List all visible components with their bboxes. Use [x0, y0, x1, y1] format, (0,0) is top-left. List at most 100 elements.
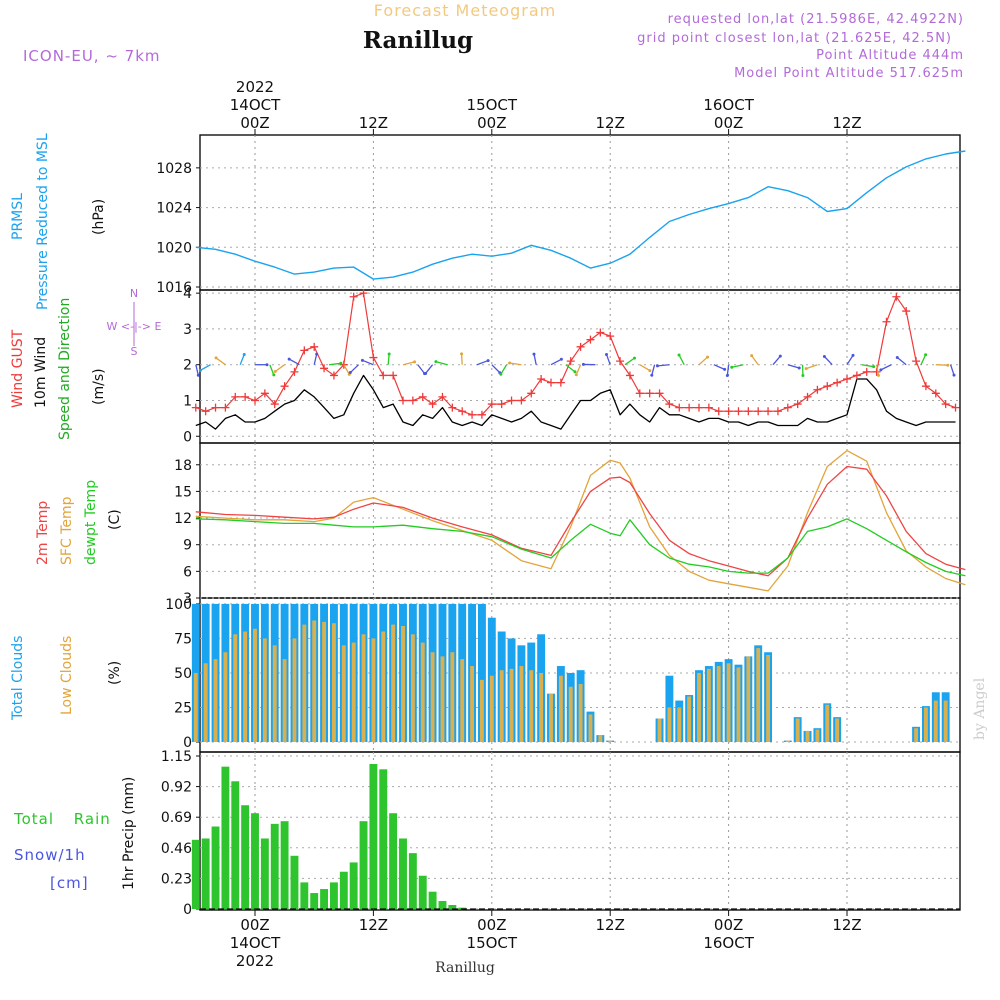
wind-direction-arrow [805, 364, 818, 370]
wind-direction-arrow [533, 353, 537, 365]
chart-labels: 1016102010241028012343691215180255075100… [156, 78, 861, 970]
panel-frame [199, 442, 961, 599]
low-cloud-bar [519, 666, 524, 742]
ytick-label: 2 [183, 358, 192, 374]
wind-gust-point [438, 392, 447, 401]
dewpt-temp-line [195, 518, 966, 577]
low-cloud-bar [706, 668, 711, 742]
low-cloud-bar [923, 707, 928, 742]
wind-direction-arrowhead [851, 353, 855, 357]
wind-gust-point [951, 403, 960, 412]
wind-direction-arrowhead [348, 371, 352, 375]
wind-gust-point [665, 400, 674, 409]
wind-direction-arrowhead [532, 352, 536, 356]
prmsl-label: PRMSL [10, 193, 26, 240]
low-cloud-bar [401, 626, 405, 742]
wind-direction-arrow [624, 357, 635, 366]
wind-direction-arrowhead [272, 373, 276, 377]
low-cloud-bar [282, 659, 287, 742]
wind-direction-arrowhead [315, 352, 319, 356]
low-cloud-bar [489, 675, 494, 742]
wind-gust-point [477, 410, 486, 419]
wind-gust-point [379, 371, 388, 380]
wind-10m-label: 10m Wind [33, 337, 49, 408]
rain-bar [379, 769, 388, 909]
chart-grid [196, 135, 960, 910]
low-cloud-bar [588, 714, 593, 742]
wind-direction-arrowhead [424, 371, 428, 375]
wind-gust-point [566, 357, 575, 366]
wind-direction-arrow [698, 356, 708, 366]
wind-gust-point [912, 357, 921, 366]
wind-gust-point [408, 396, 417, 405]
low-cloud-bar [667, 707, 672, 742]
low-cloud-bar [479, 679, 484, 742]
low-cloud-bar [233, 634, 238, 742]
rain-bar [300, 882, 309, 909]
top-time-label: 14OCT [230, 96, 281, 114]
wind-direction-arrow [949, 364, 955, 376]
wind-gust-point [625, 371, 634, 380]
bottom-station-label: Ranillug [435, 960, 495, 976]
wind-direction-arrow [425, 364, 434, 374]
low-cloud-bar [835, 718, 840, 742]
wind-gust-point [280, 382, 289, 391]
wind-gust-point [833, 378, 842, 387]
low-cloud-bar [687, 696, 692, 742]
wind-gust-point [191, 403, 200, 412]
low-cloud-bar [193, 672, 198, 742]
rain-bar [438, 901, 447, 909]
low-cloud-bar [351, 642, 356, 742]
wind-direction-arrow [575, 364, 582, 376]
wind-direction-arrowhead [287, 357, 291, 361]
wind-gust-point [872, 367, 881, 376]
bottom-time-label: 00Z [714, 916, 743, 934]
low-cloud-bar [420, 642, 425, 742]
low-cloud-bar [677, 707, 682, 742]
wind-gust-point [645, 389, 654, 398]
low-cloud-bar [430, 652, 435, 742]
wind-direction-arrow [349, 364, 360, 374]
rain-bar [211, 826, 220, 909]
wind-direction-arrowhead [723, 367, 727, 371]
wind-direction-arrow [772, 355, 781, 366]
bottom-time-label: 15OCT [467, 934, 518, 952]
low-cloud-bar [766, 655, 771, 742]
top-time-label: 00Z [714, 114, 743, 132]
wind-gust-point [892, 292, 901, 301]
wind-gust-point [399, 396, 407, 405]
rain-bar [290, 855, 299, 909]
wind-direction-arrow [861, 364, 874, 368]
wind-direction-arrowhead [778, 354, 782, 358]
low-cloud-bar [697, 672, 701, 742]
rain-bar [359, 821, 368, 909]
wind-direction-arrowhead [339, 361, 343, 365]
wind-direction-arrowhead [581, 362, 585, 366]
wind-direction-arrowhead [650, 373, 654, 377]
rain-bar [260, 838, 269, 909]
wind-direction-arrowhead [730, 365, 734, 369]
wind-gust-point [764, 407, 773, 416]
wind-direction-arrowhead [822, 354, 826, 358]
wind-gust-point [448, 403, 457, 412]
sfc-temp-line [195, 449, 966, 592]
wind-direction-arrowhead [872, 365, 876, 369]
wind-direction-arrowhead [198, 368, 202, 372]
wind-direction-arrowhead [486, 359, 490, 363]
wind-direction-arrow [550, 358, 562, 366]
wind-direction-arrowhead [559, 357, 563, 361]
wind-direction-arrow [896, 356, 907, 366]
wind-gust-point [813, 385, 822, 394]
rain-bar [349, 862, 358, 909]
rain-bar [251, 813, 259, 909]
wind-direction-arrow [476, 359, 489, 366]
ytick-label: 75 [174, 631, 192, 647]
low-cloud-bar [756, 648, 761, 742]
low-cloud-bar [292, 638, 297, 742]
wind-gust-point [547, 378, 555, 387]
wind-direction-arrowhead [705, 355, 709, 359]
low-cloud-bar [262, 638, 267, 742]
wind-direction-arrow [362, 359, 374, 366]
snow-unit-label: [cm] [50, 874, 89, 892]
wind-direction-arrow [713, 364, 725, 370]
